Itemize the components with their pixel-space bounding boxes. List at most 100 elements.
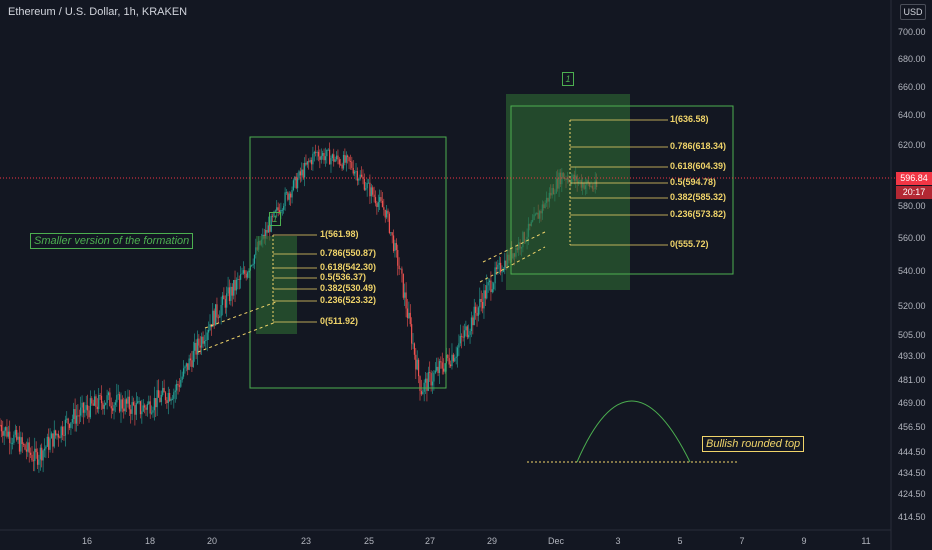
candle-body	[105, 402, 107, 405]
candle-body	[348, 157, 350, 162]
candle-body	[102, 403, 104, 409]
candle-body	[487, 282, 489, 286]
currency-button[interactable]: USD	[900, 4, 926, 20]
candle-body	[238, 278, 240, 280]
candle-body	[0, 424, 1, 426]
price-tick: 469.00	[898, 398, 926, 408]
price-tick: 560.00	[898, 233, 926, 243]
candle-body	[280, 210, 282, 214]
tag-large[interactable]: 1	[562, 72, 574, 86]
candle-body	[469, 331, 471, 335]
candle-body	[433, 372, 435, 382]
price-tick: 481.00	[898, 375, 926, 385]
candle-body	[441, 362, 443, 369]
candle-body	[398, 265, 400, 270]
candle-body	[177, 383, 179, 386]
candle-body	[486, 285, 488, 299]
candle-body	[290, 193, 292, 198]
candle-body	[145, 407, 147, 410]
candle-body	[21, 437, 23, 445]
candle-body	[495, 267, 498, 270]
candle-body	[134, 405, 136, 415]
candle-body	[162, 387, 164, 395]
candle-body	[298, 171, 300, 179]
candle-body	[169, 392, 171, 401]
time-tick: 27	[424, 536, 436, 546]
candle-body	[369, 182, 371, 197]
note-rounded-top[interactable]: Bullish rounded top	[702, 436, 805, 452]
candle-body	[413, 343, 416, 355]
candle-body	[153, 398, 155, 411]
time-tick: 3	[615, 536, 621, 546]
candle-body	[45, 446, 47, 449]
candle-body	[404, 292, 406, 298]
candle-body	[327, 149, 329, 151]
candle-body	[423, 382, 425, 392]
candle-body	[405, 292, 407, 309]
candle-body	[18, 436, 21, 452]
outline-box-left	[249, 136, 447, 389]
candle-body	[70, 422, 72, 428]
time-tick: Dec	[547, 536, 565, 546]
candle-body	[491, 289, 493, 293]
candle-body	[107, 392, 110, 396]
candle-body	[239, 274, 242, 280]
candle-body	[288, 193, 290, 200]
candle-body	[14, 429, 16, 435]
candle-body	[113, 404, 115, 411]
candle-body	[252, 263, 254, 266]
candle-body	[214, 304, 217, 326]
candle-body	[63, 435, 65, 436]
candle-body	[319, 156, 321, 160]
candle-body	[386, 210, 388, 218]
candle-body	[374, 197, 377, 204]
price-tick: 424.50	[898, 489, 926, 499]
candle-body	[452, 354, 454, 362]
candle-body	[253, 254, 256, 264]
time-tick: 18	[144, 536, 156, 546]
candle-body	[48, 436, 50, 450]
candle-body	[6, 427, 8, 437]
candle-body	[205, 340, 207, 342]
candle-body	[34, 448, 36, 462]
candle-body	[451, 354, 453, 367]
candle-body	[424, 378, 427, 383]
candle-body	[273, 211, 275, 217]
candle-body	[447, 354, 449, 359]
candle-body	[178, 385, 180, 387]
candle-body	[96, 406, 98, 410]
candle-body	[248, 270, 250, 273]
candle-body	[406, 308, 409, 318]
candle-body	[302, 169, 304, 178]
candle-body	[182, 368, 185, 377]
price-tick: 414.50	[898, 512, 926, 522]
candle-body	[308, 161, 310, 163]
price-tick: 434.50	[898, 468, 926, 478]
candle-body	[148, 401, 150, 404]
tag-small[interactable]: 1	[269, 212, 281, 226]
candle-body	[427, 372, 429, 391]
candle-body	[399, 268, 402, 270]
candle-body	[220, 305, 222, 317]
candle-body	[303, 162, 306, 178]
note-smaller-formation[interactable]: Smaller version of the formation	[30, 233, 194, 249]
candle-body	[52, 433, 54, 447]
candle-body	[401, 268, 403, 274]
candle-body	[39, 447, 41, 460]
candle-body	[299, 171, 301, 176]
candle-body	[199, 345, 201, 348]
candle-body	[366, 182, 368, 189]
candle-body	[416, 359, 418, 370]
time-tick: 25	[363, 536, 375, 546]
candle-body	[25, 449, 28, 452]
candle-body	[138, 401, 140, 403]
candle-body	[409, 312, 411, 325]
candle-body	[139, 401, 142, 415]
candle-body	[64, 419, 66, 436]
candle-body	[208, 329, 210, 333]
candle-body	[483, 290, 485, 309]
candle-body	[498, 262, 500, 265]
candle-body	[117, 394, 119, 396]
candle-body	[408, 312, 410, 318]
